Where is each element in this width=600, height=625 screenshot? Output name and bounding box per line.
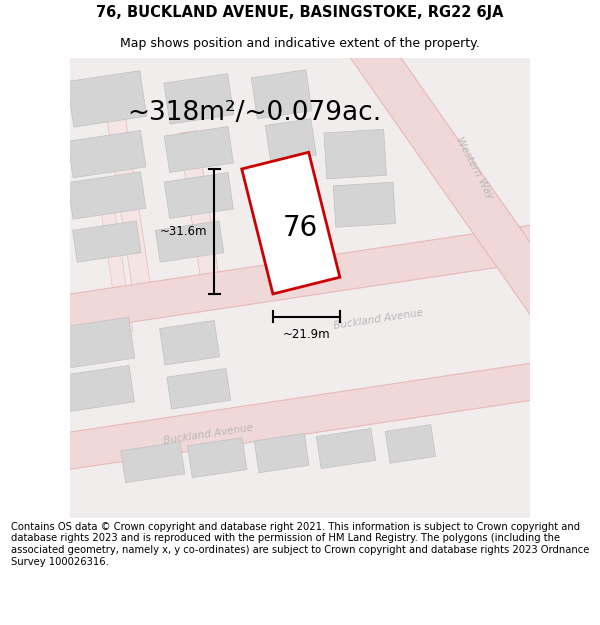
Polygon shape [73, 221, 141, 262]
Polygon shape [188, 438, 247, 478]
Text: ~318m²/~0.079ac.: ~318m²/~0.079ac. [127, 100, 381, 126]
Text: Contains OS data © Crown copyright and database right 2021. This information is : Contains OS data © Crown copyright and d… [11, 522, 589, 567]
Polygon shape [251, 70, 312, 119]
Polygon shape [61, 366, 134, 412]
Polygon shape [67, 71, 146, 127]
Polygon shape [99, 195, 133, 334]
Text: 76: 76 [283, 214, 317, 242]
Text: Buckland Avenue: Buckland Avenue [163, 423, 253, 446]
Polygon shape [164, 173, 233, 219]
Polygon shape [333, 182, 395, 227]
Polygon shape [121, 442, 185, 483]
Polygon shape [316, 429, 376, 469]
Text: Buckland Avenue: Buckland Avenue [333, 308, 424, 331]
Text: ~21.9m: ~21.9m [283, 328, 330, 341]
Polygon shape [2, 216, 598, 341]
Polygon shape [385, 424, 436, 463]
Text: Western Way: Western Way [454, 135, 496, 201]
Polygon shape [68, 172, 146, 219]
Polygon shape [155, 221, 224, 262]
Text: Map shows position and indicative extent of the property.: Map shows position and indicative extent… [120, 37, 480, 49]
Polygon shape [179, 131, 219, 279]
Polygon shape [343, 24, 588, 349]
Text: ~31.6m: ~31.6m [160, 225, 207, 238]
Polygon shape [265, 119, 316, 162]
Polygon shape [164, 126, 233, 173]
Polygon shape [68, 131, 146, 178]
Polygon shape [160, 321, 220, 365]
Polygon shape [107, 117, 152, 302]
Polygon shape [2, 354, 598, 479]
Polygon shape [164, 74, 234, 124]
Polygon shape [167, 368, 231, 409]
Polygon shape [254, 433, 309, 472]
Text: 76, BUCKLAND AVENUE, BASINGSTOKE, RG22 6JA: 76, BUCKLAND AVENUE, BASINGSTOKE, RG22 6… [96, 5, 504, 20]
Polygon shape [324, 129, 386, 179]
Polygon shape [242, 152, 340, 294]
Polygon shape [61, 317, 135, 368]
